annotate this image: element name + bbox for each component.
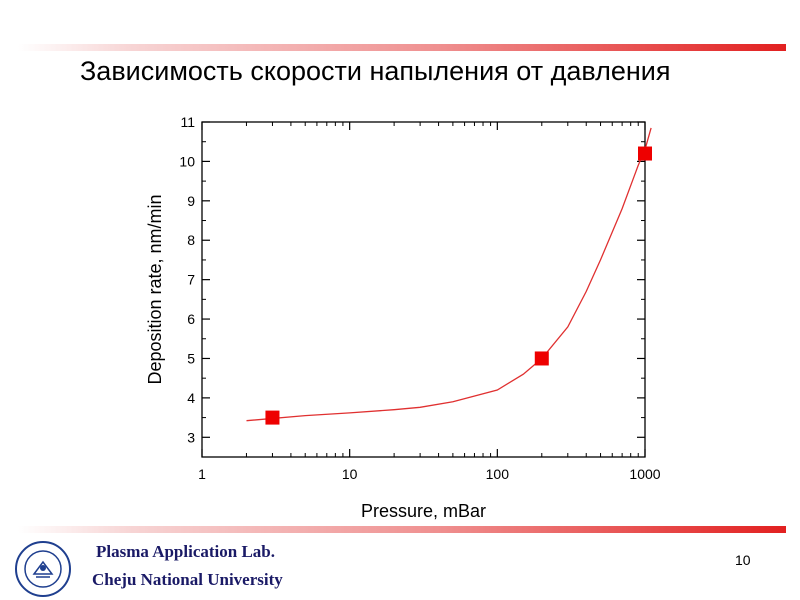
y-axis-title: Deposition rate, nm/min	[145, 194, 165, 384]
x-tick-label: 1	[198, 466, 206, 482]
university-seal-logo	[15, 541, 71, 597]
page-number: 10	[735, 552, 751, 568]
top-accent-bar	[18, 44, 786, 51]
fit-curve-line	[246, 127, 652, 422]
plot-frame	[201, 121, 646, 458]
university-name: Cheju National University	[92, 570, 283, 589]
x-tick-label: 100	[486, 466, 510, 482]
x-axis-title: Pressure, mBar	[361, 501, 486, 521]
y-tick-label: 3	[187, 429, 195, 445]
y-tick-label: 9	[187, 193, 195, 209]
x-tick-label: 10	[342, 466, 358, 482]
y-tick-label: 11	[180, 114, 195, 130]
data-point-square	[265, 410, 280, 425]
y-tick-label: 7	[187, 272, 195, 288]
lab-name: Plasma Application Lab.	[96, 542, 276, 561]
data-point-square	[534, 351, 549, 366]
y-tick-label: 8	[187, 232, 195, 248]
y-tick-label: 10	[179, 153, 195, 169]
y-tick-label: 4	[187, 390, 195, 406]
x-tick-label: 1000	[629, 466, 660, 482]
data-point-square	[638, 146, 652, 161]
y-tick-label: 5	[187, 350, 195, 366]
y-tick-label: 6	[187, 311, 195, 327]
bottom-accent-bar	[18, 526, 786, 533]
slide-title: Зависимость скорости напыления от давлен…	[80, 56, 671, 86]
